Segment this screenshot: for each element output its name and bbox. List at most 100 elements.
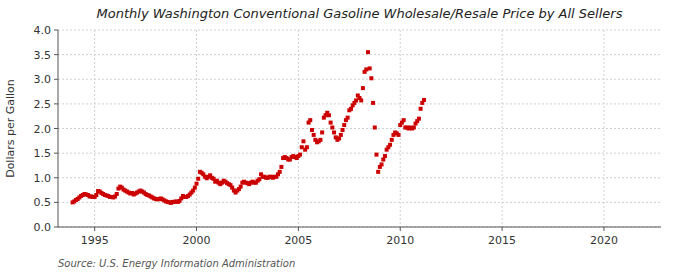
point: [371, 101, 375, 105]
tick-mark: [54, 202, 58, 203]
point: [257, 177, 261, 181]
y-axis-line: [58, 30, 59, 227]
grid-line: [58, 30, 661, 31]
tick-label: 0.0: [34, 221, 52, 234]
point: [327, 113, 331, 117]
grid-line: [58, 153, 661, 154]
grid-line: [58, 202, 661, 203]
point: [402, 118, 406, 122]
point: [354, 98, 358, 102]
point: [94, 193, 98, 197]
tick-mark: [54, 54, 58, 55]
point: [195, 182, 199, 186]
tick-label: 2015: [488, 234, 516, 247]
tick-mark: [502, 227, 503, 231]
x-axis-line: [58, 227, 661, 228]
point: [383, 154, 387, 158]
tick-mark: [54, 103, 58, 104]
point: [341, 128, 345, 132]
grid-line: [58, 128, 661, 129]
point: [364, 67, 368, 71]
point: [376, 170, 380, 174]
grid-line: [400, 30, 401, 227]
tick-label: 1.5: [34, 147, 52, 160]
point: [380, 162, 384, 166]
point: [359, 98, 363, 102]
tick-label: 2.0: [34, 123, 52, 136]
tick-mark: [54, 227, 58, 228]
point: [332, 130, 336, 134]
point: [422, 98, 426, 102]
tick-label: 0.5: [34, 196, 52, 209]
point: [298, 153, 302, 157]
tick-label: 2000: [183, 234, 211, 247]
source: Source: U.S. Energy Information Administ…: [58, 258, 295, 269]
tick-mark: [54, 177, 58, 178]
point: [412, 126, 416, 130]
point: [342, 123, 346, 127]
point: [329, 121, 333, 125]
title: Monthly Washington Conventional Gasoline…: [97, 6, 623, 21]
point: [193, 186, 197, 190]
tick-label: 1995: [81, 234, 109, 247]
point: [312, 133, 316, 137]
point: [196, 177, 200, 181]
point: [279, 165, 283, 169]
grid-line: [58, 227, 661, 228]
point: [349, 107, 353, 111]
point: [373, 126, 377, 130]
point: [320, 130, 324, 134]
point: [337, 136, 341, 140]
point: [361, 86, 365, 90]
tick-label: 2.5: [34, 98, 52, 111]
tick-label: 2010: [386, 234, 414, 247]
point: [305, 145, 309, 149]
tick-label: 2020: [590, 234, 618, 247]
point: [419, 107, 423, 111]
tick-mark: [298, 227, 299, 231]
grid-line: [502, 30, 503, 227]
grid-line: [58, 177, 661, 178]
grid-line: [196, 30, 197, 227]
grid-line: [58, 54, 661, 55]
grid-line: [58, 103, 661, 104]
point: [368, 66, 372, 70]
point: [339, 133, 343, 137]
axes: 0.00.51.01.52.02.53.03.54.01995200020052…: [34, 24, 662, 247]
point: [318, 138, 322, 142]
point: [308, 118, 312, 122]
point: [369, 76, 373, 80]
point: [330, 126, 334, 130]
point: [278, 170, 282, 174]
point: [346, 116, 350, 120]
point: [388, 143, 392, 147]
point: [417, 117, 421, 121]
point: [301, 139, 305, 143]
tick-mark: [54, 79, 58, 80]
points: [71, 50, 426, 205]
tick-mark: [54, 30, 58, 31]
point: [366, 50, 370, 54]
tick-label: 4.0: [34, 24, 52, 37]
point: [239, 185, 243, 189]
chart: Monthly Washington Conventional Gasoline…: [0, 0, 675, 275]
tick-mark: [54, 128, 58, 129]
grid-line: [58, 79, 661, 80]
tick-mark: [94, 227, 95, 231]
tick-label: 3.5: [34, 49, 52, 62]
tick-mark: [400, 227, 401, 231]
point: [310, 128, 314, 132]
point: [397, 133, 401, 137]
grid-line: [298, 30, 299, 227]
tick-mark: [603, 227, 604, 231]
tick-label: 2005: [284, 234, 312, 247]
tick-mark: [54, 153, 58, 154]
tick-mark: [196, 227, 197, 231]
point: [390, 138, 394, 142]
point: [115, 192, 119, 196]
grid-line: [603, 30, 604, 227]
point: [381, 158, 385, 162]
point: [374, 153, 378, 157]
y-axis-label: Dollars per Gallon: [4, 79, 17, 178]
tick-label: 1.0: [34, 172, 52, 185]
